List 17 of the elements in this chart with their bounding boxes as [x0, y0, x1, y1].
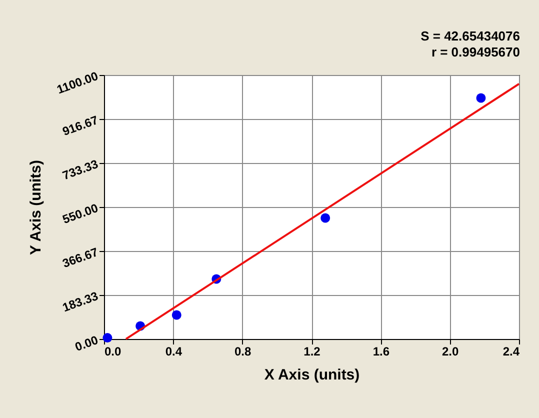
y-axis-title: Y Axis (units)	[27, 160, 44, 256]
x-tick-label: 0.4	[165, 344, 182, 358]
x-tick-label: 0.0	[104, 344, 122, 358]
y-tick-label: 183.33	[60, 288, 100, 315]
x-tick-label: 1.2	[304, 344, 321, 358]
text: S = 42.65434076	[420, 28, 520, 44]
x-tick-label: 0.8	[234, 344, 252, 358]
x-tick-label: 2.4	[502, 344, 520, 358]
y-tick-label: 733.33	[60, 156, 100, 183]
text: r = 0.99495670	[431, 44, 520, 60]
x-tick-label: 1.6	[372, 344, 390, 358]
x-axis-title: X Axis (units)	[264, 366, 360, 384]
y-tick-label: 916.67	[60, 112, 100, 139]
y-tick-label: 0.00	[73, 332, 100, 354]
x-tick-label: 2.0	[442, 344, 459, 358]
y-tick-label: 366.67	[60, 244, 100, 271]
y-tick-label: 550.00	[60, 200, 100, 227]
